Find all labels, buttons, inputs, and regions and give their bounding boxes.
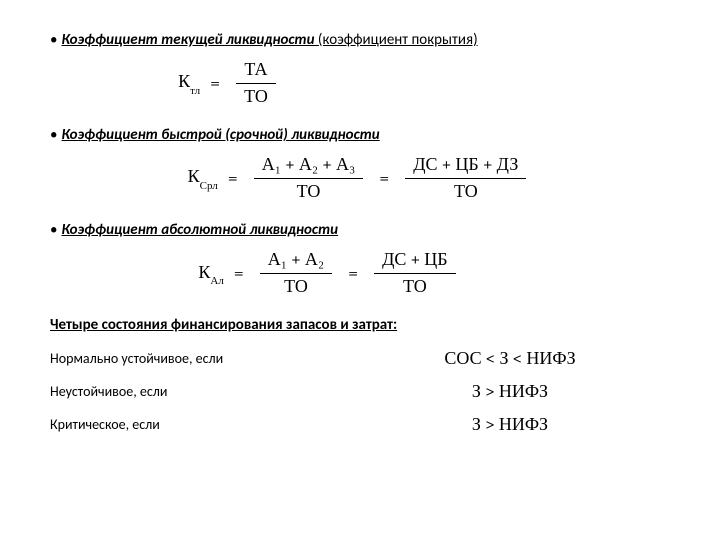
formula-3: КАл = А₁ + А₂ ТО = ДС + ЦБ ТО (50, 249, 670, 297)
f1-base: К (178, 71, 190, 92)
f2-num1: А₁ + А₂ + А₃ (254, 154, 364, 179)
state-3-label: Критическое, если (50, 416, 350, 433)
f2-base: К (188, 166, 200, 187)
f2-den2: ТО (405, 179, 526, 203)
f3-num2: ДС + ЦБ (374, 249, 456, 274)
eq-sign: = (348, 263, 358, 284)
state-row-1: Нормально устойчивое, если СОС < З < НИФ… (50, 348, 670, 369)
formula-3-frac1: А₁ + А₂ ТО (260, 249, 332, 297)
heading-1-main: Коэффициент текущей ликвидности (61, 31, 314, 49)
state-row-2: Неустойчивое, если З > НИФЗ (50, 381, 670, 402)
formula-1: Ктл = ТА ТО (50, 59, 670, 107)
eq-sign: = (379, 168, 389, 189)
f3-den1: ТО (260, 274, 332, 298)
eq-sign: = (234, 263, 244, 284)
f3-num1: А₁ + А₂ (260, 249, 332, 274)
formula-1-frac: ТА ТО (236, 59, 276, 107)
f2-den1: ТО (254, 179, 364, 203)
f1-sub: тл (190, 84, 200, 97)
state-2-formula: З > НИФЗ (350, 381, 670, 402)
formula-1-lhs: Ктл (178, 71, 200, 95)
f3-sub: Ал (210, 274, 223, 287)
formula-2-frac1: А₁ + А₂ + А₃ ТО (254, 154, 364, 202)
bullet-icon: • (50, 125, 57, 146)
section-title: Четыре состояния финансирования запасов … (50, 316, 670, 334)
state-1-formula: СОС < З < НИФЗ (350, 348, 670, 369)
heading-3: • Коэффициент абсолютной ликвидности (50, 220, 670, 241)
bullet-icon: • (50, 220, 57, 241)
state-row-3: Критическое, если З > НИФЗ (50, 414, 670, 435)
heading-1: • Коэффициент текущей ликвидности (коэфф… (50, 30, 670, 51)
bullet-icon: • (50, 30, 57, 51)
formula-2: КСрл = А₁ + А₂ + А₃ ТО = ДС + ЦБ + ДЗ ТО (50, 154, 670, 202)
state-1-label: Нормально устойчивое, если (50, 350, 350, 367)
f2-sub: Срл (200, 179, 218, 192)
f1-num: ТА (236, 59, 276, 84)
state-2-label: Неустойчивое, если (50, 383, 350, 400)
heading-3-text: Коэффициент абсолютной ликвидности (61, 220, 338, 241)
formula-2-frac2: ДС + ЦБ + ДЗ ТО (405, 154, 526, 202)
formula-2-lhs: КСрл (188, 166, 218, 190)
heading-1-paren: (коэффициент покрытия) (315, 31, 478, 49)
formula-3-frac2: ДС + ЦБ ТО (374, 249, 456, 297)
f3-den2: ТО (374, 274, 456, 298)
state-3-formula: З > НИФЗ (350, 414, 670, 435)
heading-2: • Коэффициент быстрой (срочной) ликвидно… (50, 125, 670, 146)
heading-2-text: Коэффициент быстрой (срочной) ликвидност… (61, 125, 379, 146)
formula-3-lhs: КАл (198, 262, 223, 286)
f3-base: К (198, 262, 210, 283)
eq-sign: = (210, 73, 220, 94)
f1-den: ТО (236, 84, 276, 108)
heading-1-text: Коэффициент текущей ликвидности (коэффиц… (61, 30, 477, 51)
eq-sign: = (228, 168, 238, 189)
f2-num2: ДС + ЦБ + ДЗ (405, 154, 526, 179)
